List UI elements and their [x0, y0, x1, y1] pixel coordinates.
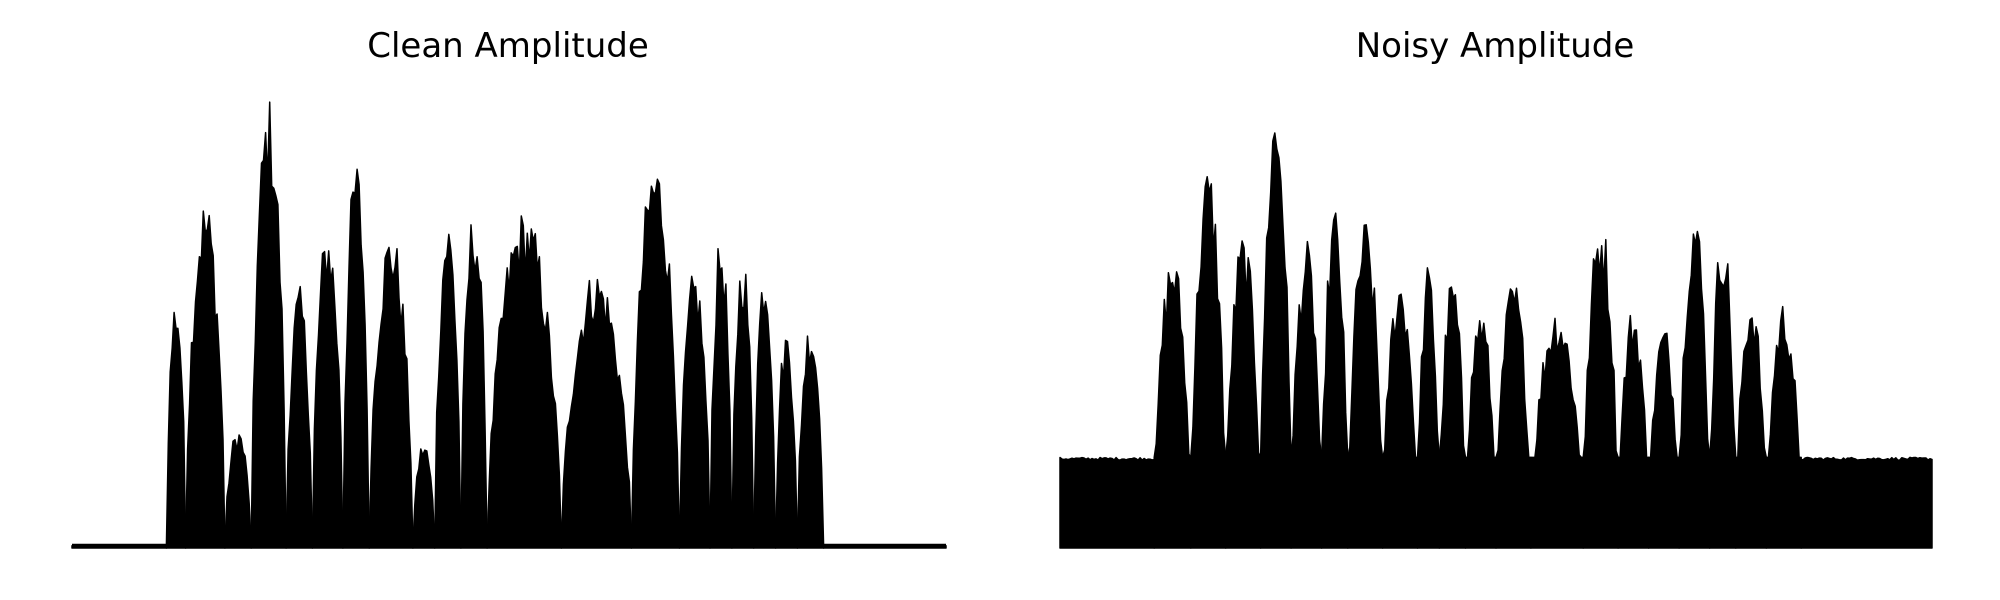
amplitude-floor — [71, 544, 168, 549]
amplitude-burst — [433, 233, 462, 549]
amplitude-burst — [1647, 332, 1680, 549]
amplitude-burst — [1381, 293, 1419, 549]
amplitude-burst — [560, 278, 633, 549]
amplitude-burst — [486, 215, 563, 549]
noisy-amplitude-panel: Noisy Amplitude — [1059, 26, 1933, 549]
amplitude-burst — [1582, 238, 1619, 549]
amplitude-burst — [796, 335, 825, 549]
amplitude-burst — [342, 168, 370, 549]
amplitude-burst — [630, 178, 681, 549]
amplitude-burst — [774, 339, 799, 549]
amplitude-floor — [1059, 456, 1155, 549]
amplitude-burst — [1190, 175, 1227, 549]
clean-amplitude-plot — [71, 101, 947, 549]
amplitude-burst — [731, 273, 755, 549]
amplitude-floor — [822, 544, 947, 549]
amplitude-burst — [1416, 267, 1441, 549]
amplitude-burst — [1678, 230, 1711, 549]
amplitude-burst — [1765, 305, 1802, 549]
amplitude-burst — [1708, 262, 1737, 549]
amplitude-burst — [1347, 224, 1384, 549]
amplitude-burst — [311, 250, 344, 549]
amplitude-burst — [1224, 240, 1262, 549]
noisy-amplitude-title: Noisy Amplitude — [1356, 26, 1635, 66]
clean-amplitude-panel: Clean Amplitude — [71, 26, 947, 549]
amplitude-burst — [678, 275, 711, 549]
amplitude-burst — [184, 210, 226, 549]
amplitude-burst — [1617, 314, 1650, 549]
amplitude-burst — [224, 434, 252, 549]
amplitude-burst — [460, 224, 488, 549]
amplitude-floor — [1800, 456, 1933, 549]
amplitude-burst — [1530, 317, 1584, 549]
amplitude-burst — [412, 448, 436, 549]
amplitude-burst — [285, 285, 314, 549]
clean-amplitude-title: Clean Amplitude — [367, 26, 649, 66]
amplitude-burst — [752, 291, 777, 549]
amplitude-burst — [1735, 317, 1768, 549]
amplitude-burst — [1495, 287, 1532, 549]
amplitude-burst — [1464, 320, 1497, 549]
noisy-amplitude-plot — [1059, 132, 1933, 549]
amplitude-burst — [709, 248, 733, 549]
amplitude-burst — [1320, 212, 1349, 549]
amplitude-burst — [1259, 132, 1292, 549]
amplitude-burst — [250, 101, 287, 549]
amplitude-burst — [368, 246, 414, 549]
amplitude-burst — [1438, 286, 1467, 549]
amplitude-burst — [1290, 240, 1323, 549]
amplitude-burst — [1153, 271, 1192, 549]
